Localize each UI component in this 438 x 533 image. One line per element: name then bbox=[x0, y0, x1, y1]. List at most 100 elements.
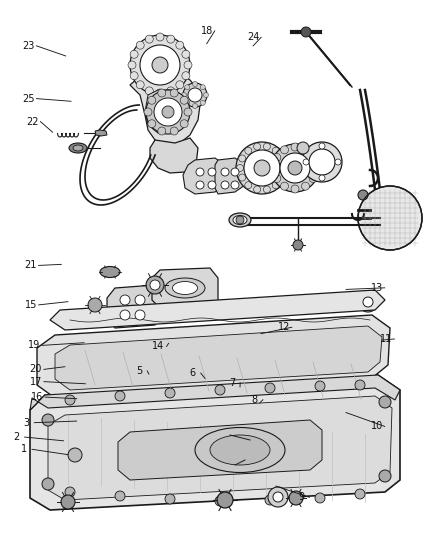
Circle shape bbox=[278, 174, 285, 181]
Circle shape bbox=[355, 489, 365, 499]
Polygon shape bbox=[152, 268, 218, 308]
Polygon shape bbox=[48, 396, 392, 500]
Circle shape bbox=[61, 495, 75, 509]
Circle shape bbox=[88, 298, 102, 312]
Text: 1: 1 bbox=[21, 445, 27, 454]
Circle shape bbox=[130, 50, 138, 58]
Polygon shape bbox=[145, 90, 188, 133]
Text: 20: 20 bbox=[30, 365, 42, 374]
Circle shape bbox=[185, 100, 190, 106]
Circle shape bbox=[215, 496, 225, 506]
Circle shape bbox=[192, 103, 198, 109]
Circle shape bbox=[239, 155, 246, 162]
Circle shape bbox=[120, 295, 130, 305]
Circle shape bbox=[167, 35, 175, 43]
Circle shape bbox=[208, 168, 216, 176]
Text: 10: 10 bbox=[371, 422, 383, 431]
Circle shape bbox=[208, 181, 216, 189]
Circle shape bbox=[150, 280, 160, 290]
Circle shape bbox=[115, 491, 125, 501]
Text: 11: 11 bbox=[380, 334, 392, 344]
Circle shape bbox=[293, 240, 303, 250]
Circle shape bbox=[146, 276, 164, 294]
Circle shape bbox=[236, 142, 288, 194]
Circle shape bbox=[182, 50, 190, 58]
Circle shape bbox=[145, 35, 153, 43]
Circle shape bbox=[289, 491, 303, 505]
Circle shape bbox=[200, 85, 205, 90]
Circle shape bbox=[265, 383, 275, 393]
Circle shape bbox=[180, 120, 188, 128]
Circle shape bbox=[291, 143, 299, 151]
Ellipse shape bbox=[100, 266, 120, 278]
Text: 21: 21 bbox=[25, 261, 37, 270]
Circle shape bbox=[254, 160, 270, 176]
Circle shape bbox=[280, 165, 287, 172]
Ellipse shape bbox=[173, 281, 198, 295]
Circle shape bbox=[154, 98, 182, 126]
Polygon shape bbox=[50, 290, 385, 330]
Circle shape bbox=[315, 493, 325, 503]
Circle shape bbox=[140, 45, 180, 85]
Polygon shape bbox=[95, 130, 107, 136]
Circle shape bbox=[217, 492, 233, 508]
Ellipse shape bbox=[195, 427, 285, 472]
Circle shape bbox=[335, 159, 341, 165]
Circle shape bbox=[42, 414, 54, 426]
Circle shape bbox=[130, 72, 138, 80]
Circle shape bbox=[273, 174, 281, 182]
Circle shape bbox=[245, 147, 252, 154]
Circle shape bbox=[379, 470, 391, 482]
Polygon shape bbox=[37, 315, 390, 398]
Text: 8: 8 bbox=[252, 395, 258, 405]
Circle shape bbox=[301, 182, 310, 190]
Circle shape bbox=[215, 385, 225, 395]
Circle shape bbox=[273, 492, 283, 502]
Circle shape bbox=[315, 381, 325, 391]
Text: 19: 19 bbox=[28, 341, 40, 350]
Text: 18: 18 bbox=[201, 26, 213, 36]
Circle shape bbox=[128, 61, 136, 69]
Circle shape bbox=[239, 174, 246, 181]
Text: 13: 13 bbox=[371, 283, 383, 293]
Circle shape bbox=[176, 41, 184, 49]
Circle shape bbox=[204, 93, 208, 98]
Polygon shape bbox=[130, 70, 200, 145]
Circle shape bbox=[288, 161, 302, 175]
Circle shape bbox=[278, 155, 285, 162]
Circle shape bbox=[120, 310, 130, 320]
Circle shape bbox=[309, 154, 317, 161]
Ellipse shape bbox=[229, 213, 251, 227]
Circle shape bbox=[156, 33, 164, 41]
Circle shape bbox=[176, 81, 184, 89]
Circle shape bbox=[303, 159, 309, 165]
Circle shape bbox=[221, 168, 229, 176]
Circle shape bbox=[184, 108, 192, 116]
Ellipse shape bbox=[165, 278, 205, 298]
Circle shape bbox=[254, 186, 261, 193]
Circle shape bbox=[135, 310, 145, 320]
Circle shape bbox=[245, 182, 252, 189]
Circle shape bbox=[221, 181, 229, 189]
Circle shape bbox=[291, 185, 299, 193]
Polygon shape bbox=[118, 420, 322, 480]
Circle shape bbox=[231, 168, 239, 176]
Circle shape bbox=[263, 143, 270, 150]
Circle shape bbox=[196, 168, 204, 176]
Circle shape bbox=[280, 146, 289, 154]
Polygon shape bbox=[150, 138, 198, 173]
Ellipse shape bbox=[233, 215, 247, 224]
Circle shape bbox=[237, 165, 244, 172]
Circle shape bbox=[165, 388, 175, 398]
Circle shape bbox=[144, 108, 152, 116]
Circle shape bbox=[271, 144, 319, 192]
Circle shape bbox=[231, 181, 239, 189]
Text: 7: 7 bbox=[229, 378, 235, 387]
Circle shape bbox=[167, 87, 175, 95]
Circle shape bbox=[65, 487, 75, 497]
Circle shape bbox=[379, 396, 391, 408]
Circle shape bbox=[196, 181, 204, 189]
Text: 9: 9 bbox=[298, 492, 304, 502]
Circle shape bbox=[188, 88, 202, 102]
Polygon shape bbox=[30, 375, 400, 510]
